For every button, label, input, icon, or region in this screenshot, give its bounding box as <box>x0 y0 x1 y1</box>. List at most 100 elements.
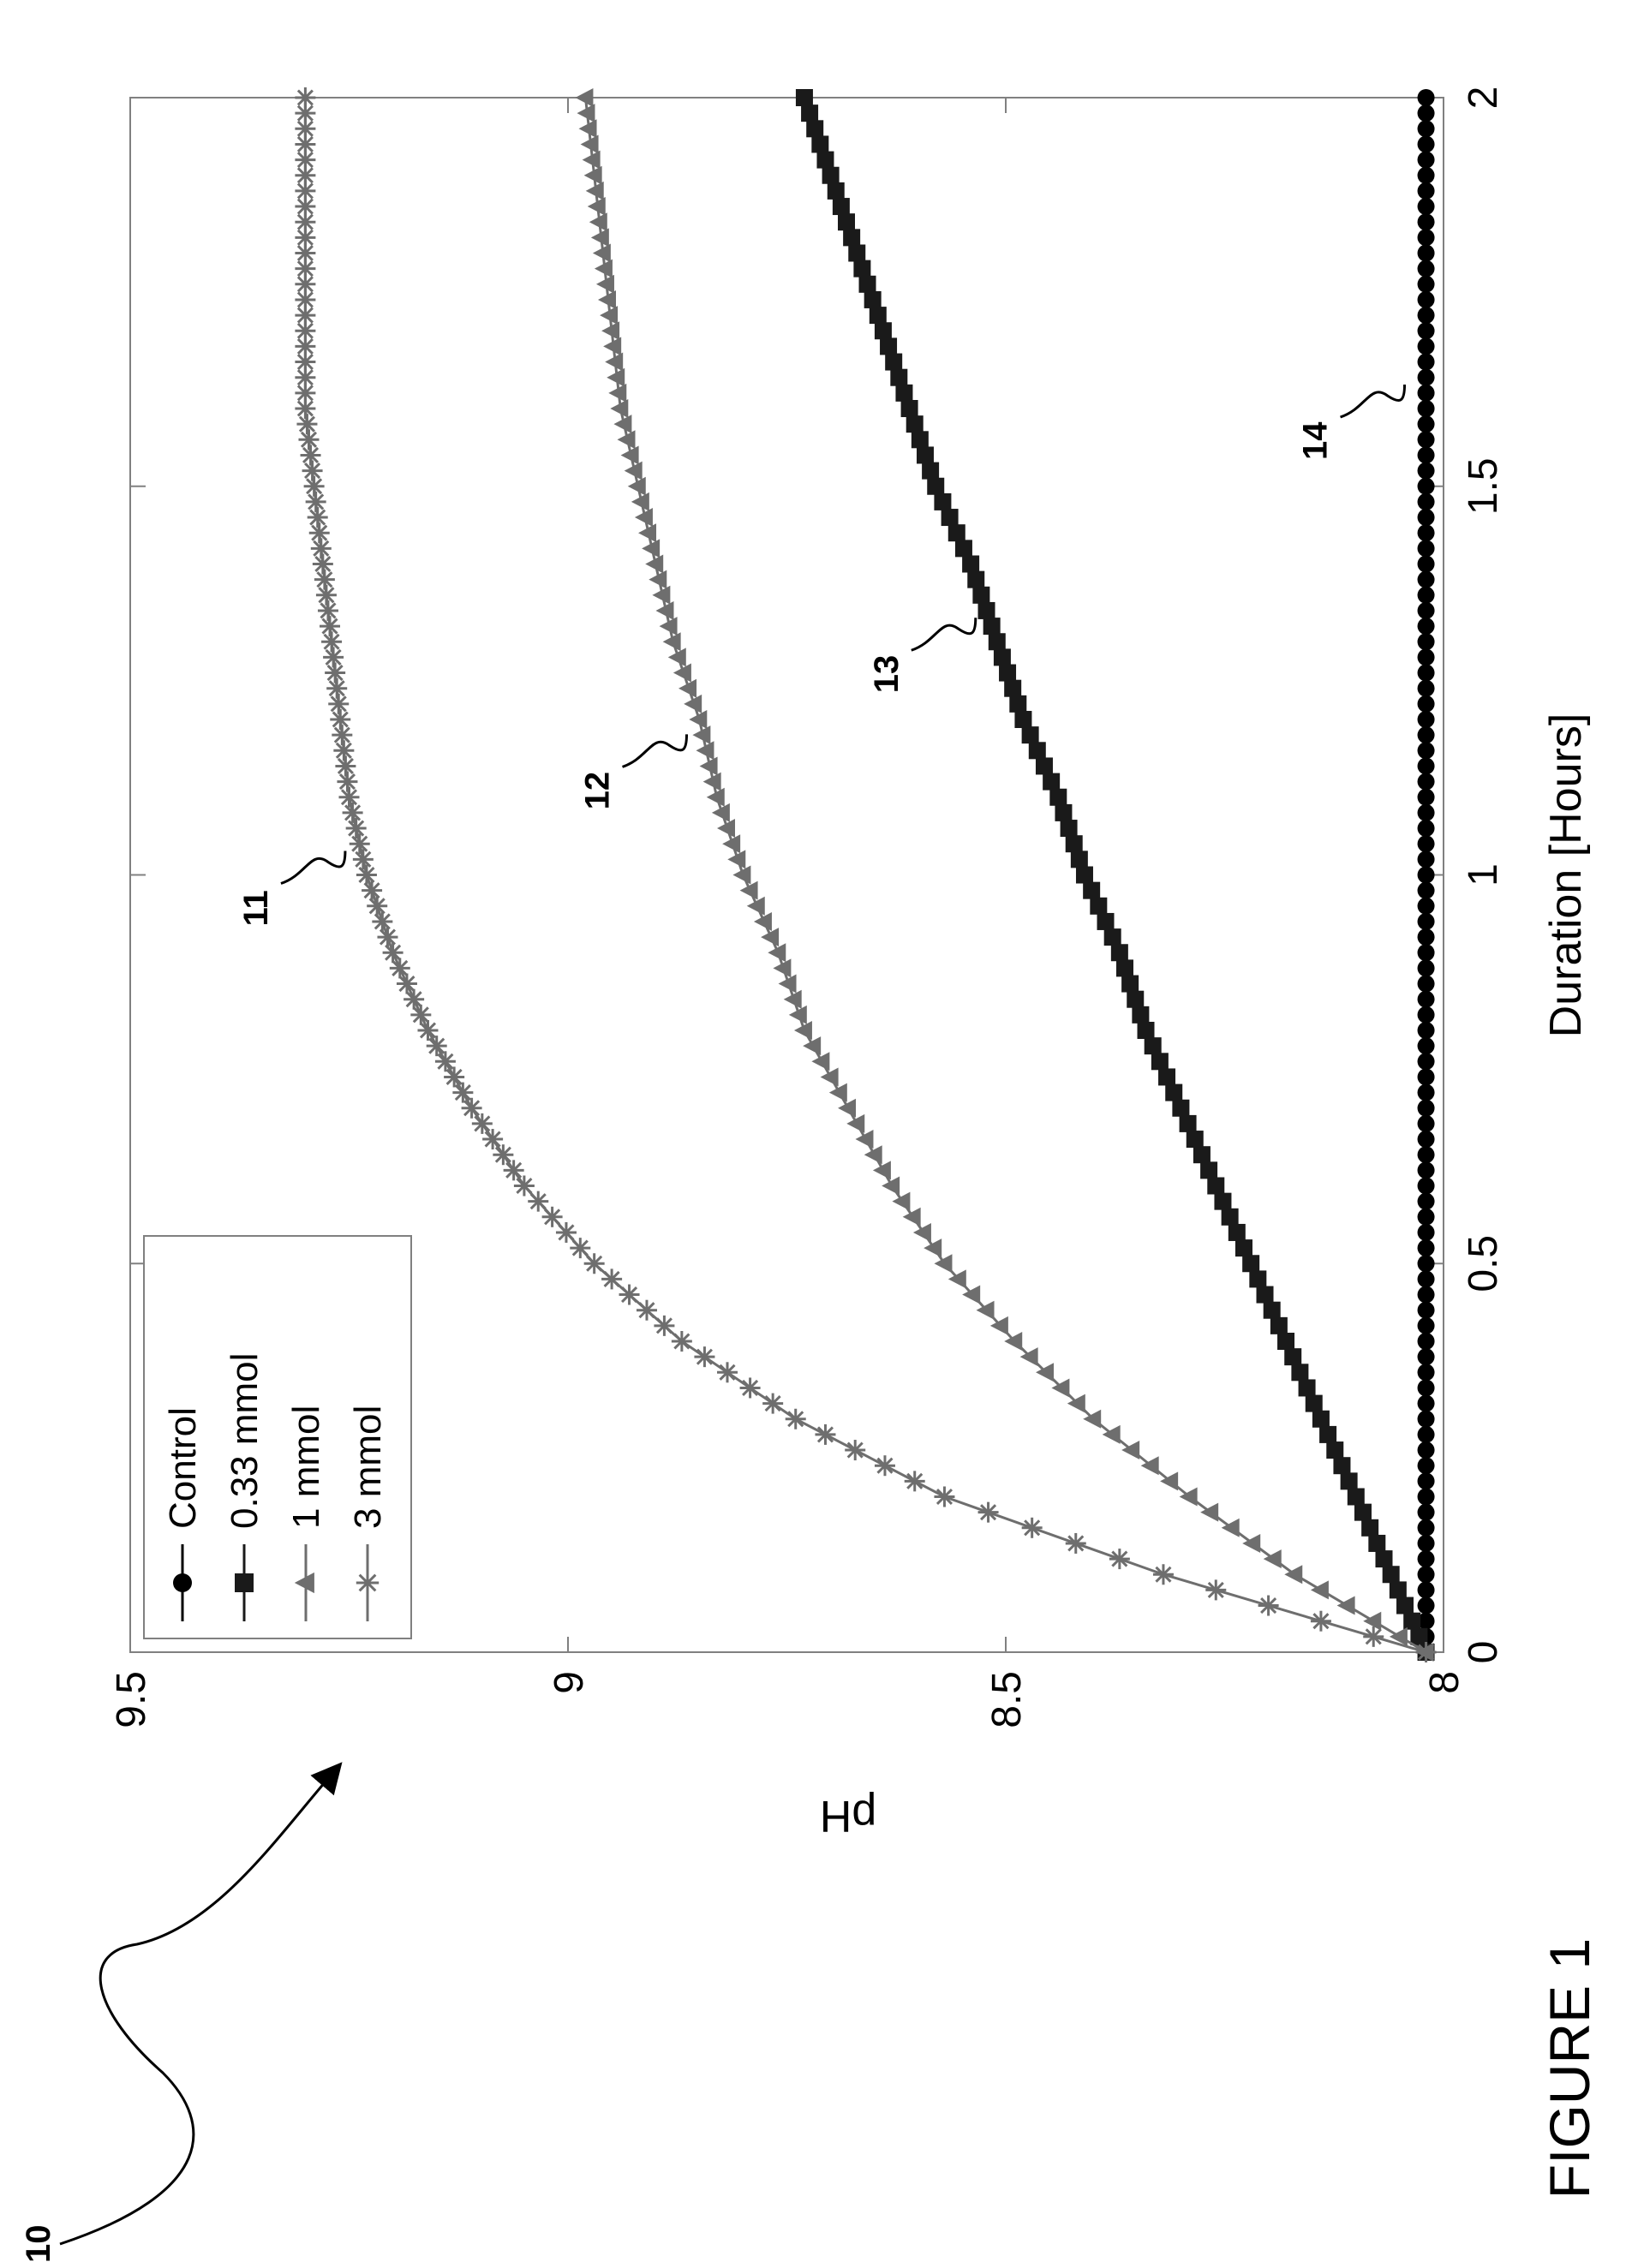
star-stroke <box>374 913 391 930</box>
callout-line <box>622 734 689 768</box>
star-stroke <box>696 1348 713 1365</box>
callout-label: 11 <box>237 890 275 926</box>
data-point <box>1090 897 1108 915</box>
data-point <box>1284 1565 1303 1585</box>
star-stroke <box>586 1255 603 1272</box>
data-point <box>396 973 417 994</box>
data-point <box>587 197 606 217</box>
data-point <box>382 942 404 964</box>
data-point <box>1417 975 1435 993</box>
data-point <box>349 833 370 855</box>
star-stroke <box>320 602 337 619</box>
data-point <box>1417 509 1435 527</box>
data-point <box>580 134 599 154</box>
data-point <box>295 164 316 186</box>
star-stroke <box>936 1488 953 1506</box>
star-stroke <box>603 1270 620 1287</box>
data-point <box>1242 1255 1260 1273</box>
data-point <box>895 384 913 402</box>
data-point <box>1417 415 1435 433</box>
data-point <box>1310 1610 1331 1632</box>
data-point <box>607 367 625 387</box>
star-stroke <box>412 1006 429 1024</box>
star-stroke <box>351 835 368 852</box>
data-point <box>642 539 661 558</box>
data-point <box>1065 1532 1086 1554</box>
data-point <box>1186 1131 1204 1149</box>
data-point <box>634 508 653 528</box>
data-point <box>1417 1441 1435 1459</box>
data-point <box>513 1175 535 1197</box>
data-point <box>732 865 751 885</box>
data-point <box>761 928 780 947</box>
callout-label: 14 <box>1297 421 1335 460</box>
star-stroke <box>318 587 335 604</box>
data-point <box>1417 912 1435 930</box>
data-point <box>315 584 337 606</box>
x-axis-title: Duration [Hours] <box>1541 713 1591 1038</box>
data-point <box>1417 866 1435 884</box>
data-point <box>1396 1597 1414 1614</box>
star-stroke <box>326 665 344 682</box>
star-stroke <box>385 944 402 961</box>
data-point <box>298 429 320 451</box>
data-point <box>1417 166 1435 184</box>
data-point <box>1258 1595 1279 1616</box>
data-point <box>1417 1379 1435 1397</box>
data-point <box>1417 570 1435 588</box>
star-stroke <box>1365 1628 1382 1645</box>
star-stroke <box>638 1302 655 1319</box>
data-point <box>711 803 730 822</box>
data-point <box>323 647 344 668</box>
star-stroke <box>308 493 325 510</box>
data-point <box>1263 1301 1281 1319</box>
star-stroke <box>296 89 314 106</box>
data-point <box>1417 120 1435 138</box>
star-stroke <box>296 152 314 169</box>
data-point <box>1291 1364 1309 1382</box>
data-point <box>1417 462 1435 480</box>
data-point <box>1127 990 1145 1008</box>
data-point <box>1144 1037 1162 1055</box>
data-point <box>1060 820 1078 838</box>
star-stroke <box>1312 1613 1330 1630</box>
data-point <box>583 1253 605 1274</box>
data-point <box>983 618 1001 636</box>
data-point <box>1097 912 1115 930</box>
data-point <box>1417 477 1435 495</box>
data-point <box>627 476 646 496</box>
data-point <box>1036 1363 1055 1382</box>
data-point <box>1256 1286 1274 1304</box>
data-point <box>911 431 929 449</box>
data-point <box>1305 1394 1323 1412</box>
star-stroke <box>296 307 314 324</box>
data-point <box>1165 1083 1183 1101</box>
data-point <box>806 120 824 138</box>
star-stroke <box>302 446 320 463</box>
data-point <box>1417 928 1435 946</box>
star-stroke <box>337 757 354 774</box>
data-point <box>1363 1626 1384 1647</box>
data-point <box>295 212 316 233</box>
data-point <box>702 772 721 791</box>
data-point <box>1065 835 1083 853</box>
data-point <box>934 1486 955 1507</box>
data-point <box>1417 835 1435 853</box>
data-point <box>1214 1192 1232 1210</box>
data-point <box>1382 1566 1400 1584</box>
star-stroke <box>419 1022 437 1039</box>
data-point <box>1417 275 1435 293</box>
data-point <box>1417 773 1435 791</box>
data-point <box>585 181 604 200</box>
data-point <box>976 1300 995 1320</box>
data-point <box>1234 1239 1252 1257</box>
data-point <box>300 445 321 466</box>
star-stroke <box>655 1317 673 1334</box>
star-stroke <box>296 260 314 278</box>
x-tick-label: 2 <box>1461 87 1506 110</box>
star-stroke <box>437 1053 454 1070</box>
data-point <box>678 678 697 698</box>
data-point <box>902 1207 921 1227</box>
data-point <box>1049 788 1067 806</box>
star-stroke <box>306 478 323 495</box>
